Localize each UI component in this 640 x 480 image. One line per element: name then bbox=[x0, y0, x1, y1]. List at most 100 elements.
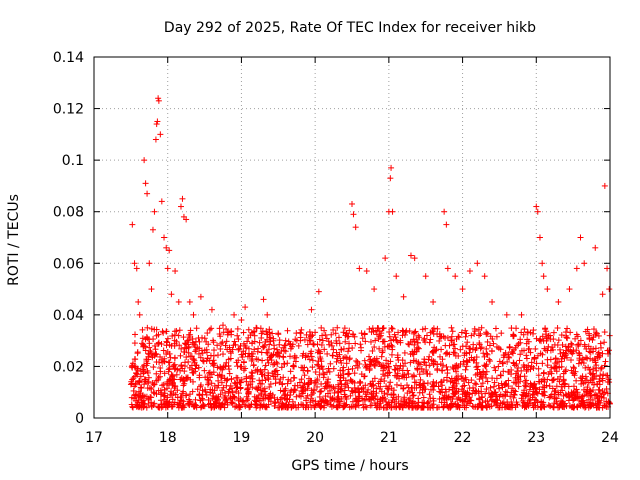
data-point bbox=[481, 273, 488, 280]
data-point bbox=[568, 341, 575, 348]
data-point bbox=[160, 381, 167, 388]
data-point bbox=[533, 335, 540, 342]
y-axis-label: ROTI / TECUs bbox=[6, 194, 22, 286]
data-point bbox=[514, 364, 521, 371]
data-point bbox=[346, 356, 353, 363]
data-point bbox=[180, 334, 187, 341]
data-point bbox=[459, 286, 466, 293]
data-point bbox=[335, 334, 342, 341]
data-point bbox=[249, 375, 256, 382]
data-point bbox=[175, 298, 182, 305]
data-point bbox=[401, 349, 408, 356]
data-point bbox=[401, 396, 408, 403]
data-point bbox=[568, 340, 575, 347]
data-point bbox=[596, 390, 603, 397]
data-point bbox=[304, 341, 311, 348]
data-point bbox=[142, 180, 149, 187]
data-point bbox=[144, 190, 151, 197]
data-point bbox=[216, 331, 223, 338]
data-point bbox=[381, 372, 388, 379]
data-point bbox=[487, 358, 494, 365]
data-point bbox=[510, 394, 517, 401]
data-point bbox=[179, 195, 186, 202]
data-point bbox=[266, 341, 273, 348]
data-point bbox=[231, 311, 238, 318]
data-point bbox=[238, 363, 245, 370]
data-point bbox=[382, 255, 389, 262]
data-point bbox=[393, 381, 400, 388]
data-point bbox=[308, 306, 315, 313]
data-point bbox=[179, 390, 186, 397]
data-point bbox=[391, 366, 398, 373]
data-point bbox=[312, 329, 319, 336]
data-point bbox=[196, 372, 203, 379]
data-point bbox=[341, 325, 348, 332]
data-point bbox=[472, 346, 479, 353]
data-point bbox=[343, 360, 350, 367]
data-point bbox=[223, 338, 230, 345]
data-point bbox=[581, 343, 588, 350]
data-point bbox=[505, 377, 512, 384]
data-point bbox=[306, 328, 313, 335]
data-point bbox=[351, 370, 358, 377]
data-point bbox=[400, 385, 407, 392]
data-point bbox=[476, 395, 483, 402]
data-point bbox=[539, 360, 546, 367]
data-point bbox=[330, 365, 337, 372]
data-point bbox=[166, 359, 173, 366]
data-point bbox=[504, 358, 511, 365]
y-tick-label: 0.06 bbox=[53, 256, 84, 272]
data-point bbox=[242, 403, 249, 410]
data-point bbox=[302, 354, 309, 361]
data-point bbox=[590, 334, 597, 341]
data-point bbox=[309, 364, 316, 371]
data-point bbox=[424, 399, 431, 406]
data-point bbox=[276, 337, 283, 344]
data-point bbox=[440, 362, 447, 369]
data-point bbox=[466, 394, 473, 401]
data-point bbox=[366, 367, 373, 374]
data-point bbox=[324, 379, 331, 386]
chart-title: Day 292 of 2025, Rate Of TEC Index for r… bbox=[164, 20, 536, 36]
data-point bbox=[539, 260, 546, 267]
data-point bbox=[284, 360, 291, 367]
data-point bbox=[170, 362, 177, 369]
data-point bbox=[540, 369, 547, 376]
data-point bbox=[398, 382, 405, 389]
data-point bbox=[356, 265, 363, 272]
data-point bbox=[234, 325, 241, 332]
data-point bbox=[295, 342, 302, 349]
data-point bbox=[208, 325, 215, 332]
data-point bbox=[342, 338, 349, 345]
data-point bbox=[239, 351, 246, 358]
data-point bbox=[250, 329, 257, 336]
data-point bbox=[371, 286, 378, 293]
data-point bbox=[451, 349, 458, 356]
data-point bbox=[544, 286, 551, 293]
data-point bbox=[475, 388, 482, 395]
data-point bbox=[572, 335, 579, 342]
data-point bbox=[267, 338, 274, 345]
data-point bbox=[189, 388, 196, 395]
data-point bbox=[142, 347, 149, 354]
data-point bbox=[514, 342, 521, 349]
data-point bbox=[490, 340, 497, 347]
data-point bbox=[387, 379, 394, 386]
data-point bbox=[601, 329, 608, 336]
data-point bbox=[549, 385, 556, 392]
data-point bbox=[550, 377, 557, 384]
data-point bbox=[489, 298, 496, 305]
data-point bbox=[550, 329, 557, 336]
data-point bbox=[149, 226, 156, 233]
data-point bbox=[330, 346, 337, 353]
data-point bbox=[285, 376, 292, 383]
data-point bbox=[200, 358, 207, 365]
data-point bbox=[372, 337, 379, 344]
data-point bbox=[222, 342, 229, 349]
data-point bbox=[218, 379, 225, 386]
data-point bbox=[340, 345, 347, 352]
data-point bbox=[386, 342, 393, 349]
data-point bbox=[312, 369, 319, 376]
data-point bbox=[386, 328, 393, 335]
